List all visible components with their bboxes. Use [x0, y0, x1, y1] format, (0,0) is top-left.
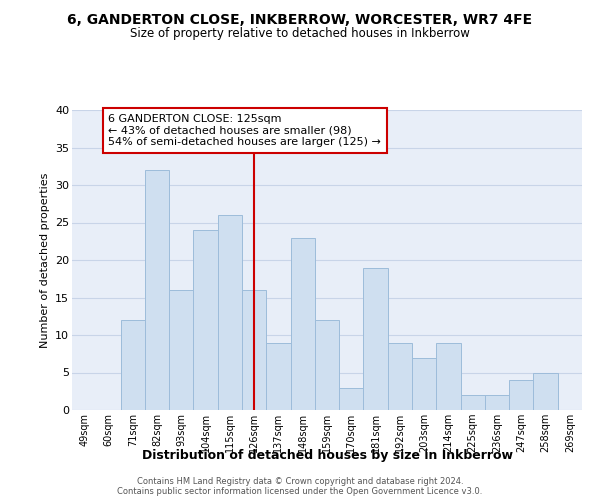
Bar — [436, 342, 461, 410]
Bar — [412, 358, 436, 410]
Bar — [242, 290, 266, 410]
Bar — [121, 320, 145, 410]
Bar — [290, 238, 315, 410]
Bar — [266, 342, 290, 410]
Bar — [509, 380, 533, 410]
Text: Contains HM Land Registry data © Crown copyright and database right 2024.: Contains HM Land Registry data © Crown c… — [137, 476, 463, 486]
Text: Size of property relative to detached houses in Inkberrow: Size of property relative to detached ho… — [130, 28, 470, 40]
Text: Contains public sector information licensed under the Open Government Licence v3: Contains public sector information licen… — [118, 486, 482, 496]
Bar — [461, 395, 485, 410]
Bar — [388, 342, 412, 410]
Text: 6 GANDERTON CLOSE: 125sqm
← 43% of detached houses are smaller (98)
54% of semi-: 6 GANDERTON CLOSE: 125sqm ← 43% of detac… — [109, 114, 382, 147]
Y-axis label: Number of detached properties: Number of detached properties — [40, 172, 50, 348]
Bar — [218, 215, 242, 410]
Bar — [533, 372, 558, 410]
Bar — [145, 170, 169, 410]
Bar — [485, 395, 509, 410]
Bar — [364, 268, 388, 410]
Bar — [339, 388, 364, 410]
Text: 6, GANDERTON CLOSE, INKBERROW, WORCESTER, WR7 4FE: 6, GANDERTON CLOSE, INKBERROW, WORCESTER… — [67, 12, 533, 26]
Bar — [193, 230, 218, 410]
Text: Distribution of detached houses by size in Inkberrow: Distribution of detached houses by size … — [142, 448, 512, 462]
Bar — [169, 290, 193, 410]
Bar — [315, 320, 339, 410]
